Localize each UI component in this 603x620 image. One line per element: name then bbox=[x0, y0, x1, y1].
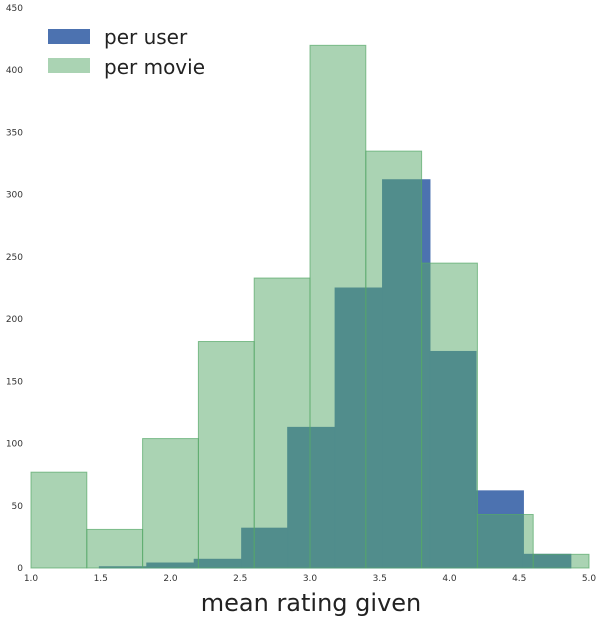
y-tick-label: 200 bbox=[6, 315, 23, 325]
y-tick-label: 450 bbox=[6, 4, 23, 14]
x-tick-label: 4.5 bbox=[512, 574, 526, 584]
bar-series1-bin0 bbox=[30, 471, 88, 569]
bar-series1-bin6 bbox=[365, 150, 423, 569]
y-tick-label: 150 bbox=[6, 377, 23, 387]
x-tick-label: 3.5 bbox=[373, 574, 387, 584]
bar-series1-bin2 bbox=[142, 438, 199, 569]
x-tick-label: 1.5 bbox=[94, 574, 108, 584]
x-tick-label: 1.0 bbox=[24, 574, 39, 584]
bar-series1-bin4 bbox=[253, 277, 311, 569]
x-axis-title: mean rating given bbox=[201, 589, 422, 617]
x-tick-label: 2.0 bbox=[163, 574, 178, 584]
y-tick-label: 250 bbox=[6, 253, 23, 263]
legend-label-per-user: per user bbox=[104, 25, 188, 49]
y-tick-label: 350 bbox=[6, 128, 23, 138]
legend: per user per movie bbox=[48, 25, 205, 79]
legend-label-per-movie: per movie bbox=[104, 55, 205, 79]
x-tick-label: 5.0 bbox=[582, 574, 597, 584]
y-tick-label: 100 bbox=[6, 440, 23, 450]
bar-series1-bin3 bbox=[197, 341, 255, 569]
bar-series1-bin8 bbox=[476, 513, 534, 569]
legend-swatch-per-user bbox=[48, 29, 90, 44]
y-tick-label: 0 bbox=[17, 564, 23, 574]
y-tick-label: 50 bbox=[12, 502, 24, 512]
bar-series1-bin1 bbox=[86, 528, 144, 569]
bar-series1-bin9 bbox=[532, 553, 590, 569]
series-1 bbox=[30, 44, 590, 569]
x-tick-label: 2.5 bbox=[233, 574, 247, 584]
legend-swatch-per-movie bbox=[48, 58, 90, 73]
bar-series1-bin5 bbox=[309, 44, 367, 569]
x-tick-label: 4.0 bbox=[442, 574, 457, 584]
x-tick-labels: 1.0 1.5 2.0 2.5 3.0 3.5 4.0 4.5 5.0 bbox=[24, 574, 597, 584]
bar-series1-bin7 bbox=[421, 262, 478, 569]
y-tick-label: 400 bbox=[6, 66, 23, 76]
y-tick-label: 300 bbox=[6, 191, 23, 201]
y-tick-labels: 0 50 100 150 200 250 300 350 400 450 bbox=[6, 4, 23, 574]
bars-layer bbox=[30, 44, 590, 569]
x-tick-label: 3.0 bbox=[303, 574, 318, 584]
